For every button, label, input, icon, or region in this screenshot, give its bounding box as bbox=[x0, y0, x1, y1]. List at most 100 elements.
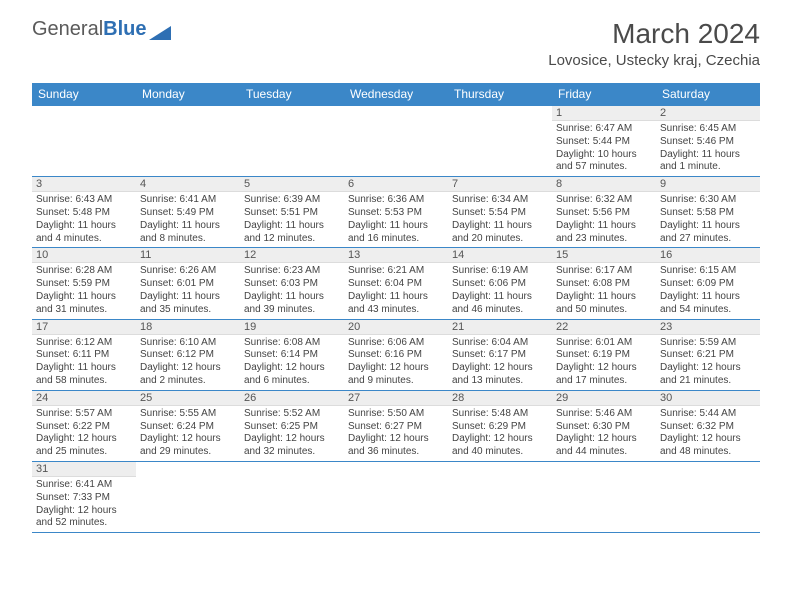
calendar-cell: 21Sunrise: 6:04 AMSunset: 6:17 PMDayligh… bbox=[448, 319, 552, 390]
calendar-cell: 20Sunrise: 6:06 AMSunset: 6:16 PMDayligh… bbox=[344, 319, 448, 390]
day-details: Sunrise: 6:08 AMSunset: 6:14 PMDaylight:… bbox=[240, 335, 344, 390]
day-details: Sunrise: 6:19 AMSunset: 6:06 PMDaylight:… bbox=[448, 263, 552, 318]
calendar-cell: 23Sunrise: 5:59 AMSunset: 6:21 PMDayligh… bbox=[656, 319, 760, 390]
day-number: 26 bbox=[240, 391, 344, 406]
daylight2-line: and 44 minutes. bbox=[556, 446, 652, 459]
daylight2-line: and 9 minutes. bbox=[348, 375, 444, 388]
header: GeneralBlue March 2024 Lovosice, Ustecky… bbox=[0, 0, 792, 77]
day-details: Sunrise: 6:23 AMSunset: 6:03 PMDaylight:… bbox=[240, 263, 344, 318]
day-number: 27 bbox=[344, 391, 448, 406]
sunset-line: Sunset: 6:22 PM bbox=[36, 421, 132, 434]
daylight1-line: Daylight: 11 hours bbox=[36, 291, 132, 304]
sunset-line: Sunset: 5:58 PM bbox=[660, 207, 756, 220]
daylight2-line: and 12 minutes. bbox=[244, 233, 340, 246]
daylight1-line: Daylight: 11 hours bbox=[452, 220, 548, 233]
sunrise-line: Sunrise: 6:28 AM bbox=[36, 265, 132, 278]
calendar-cell: 29Sunrise: 5:46 AMSunset: 6:30 PMDayligh… bbox=[552, 390, 656, 461]
title-block: March 2024 Lovosice, Ustecky kraj, Czech… bbox=[548, 18, 760, 69]
day-header: Sunday bbox=[32, 83, 136, 106]
sunset-line: Sunset: 6:01 PM bbox=[140, 278, 236, 291]
sunset-line: Sunset: 6:27 PM bbox=[348, 421, 444, 434]
day-number: 5 bbox=[240, 177, 344, 192]
calendar-cell bbox=[32, 106, 136, 177]
sunset-line: Sunset: 5:49 PM bbox=[140, 207, 236, 220]
daylight2-line: and 6 minutes. bbox=[244, 375, 340, 388]
daylight1-line: Daylight: 11 hours bbox=[140, 291, 236, 304]
daylight2-line: and 52 minutes. bbox=[36, 517, 132, 530]
day-header: Monday bbox=[136, 83, 240, 106]
sunset-line: Sunset: 6:21 PM bbox=[660, 349, 756, 362]
daylight1-line: Daylight: 12 hours bbox=[244, 433, 340, 446]
calendar-cell: 15Sunrise: 6:17 AMSunset: 6:08 PMDayligh… bbox=[552, 248, 656, 319]
location: Lovosice, Ustecky kraj, Czechia bbox=[548, 52, 760, 69]
calendar-cell: 8Sunrise: 6:32 AMSunset: 5:56 PMDaylight… bbox=[552, 177, 656, 248]
sunset-line: Sunset: 6:04 PM bbox=[348, 278, 444, 291]
day-number: 11 bbox=[136, 248, 240, 263]
daylight2-line: and 40 minutes. bbox=[452, 446, 548, 459]
daylight2-line: and 16 minutes. bbox=[348, 233, 444, 246]
calendar-cell: 19Sunrise: 6:08 AMSunset: 6:14 PMDayligh… bbox=[240, 319, 344, 390]
sunrise-line: Sunrise: 6:45 AM bbox=[660, 123, 756, 136]
day-details: Sunrise: 6:26 AMSunset: 6:01 PMDaylight:… bbox=[136, 263, 240, 318]
day-details: Sunrise: 6:15 AMSunset: 6:09 PMDaylight:… bbox=[656, 263, 760, 318]
daylight1-line: Daylight: 12 hours bbox=[36, 433, 132, 446]
sunrise-line: Sunrise: 6:15 AM bbox=[660, 265, 756, 278]
daylight1-line: Daylight: 10 hours bbox=[556, 149, 652, 162]
sunrise-line: Sunrise: 6:12 AM bbox=[36, 337, 132, 350]
daylight2-line: and 39 minutes. bbox=[244, 304, 340, 317]
calendar-table: SundayMondayTuesdayWednesdayThursdayFrid… bbox=[32, 83, 760, 533]
daylight1-line: Daylight: 11 hours bbox=[348, 220, 444, 233]
calendar-cell: 16Sunrise: 6:15 AMSunset: 6:09 PMDayligh… bbox=[656, 248, 760, 319]
calendar-cell bbox=[552, 461, 656, 532]
daylight2-line: and 36 minutes. bbox=[348, 446, 444, 459]
day-details: Sunrise: 6:30 AMSunset: 5:58 PMDaylight:… bbox=[656, 192, 760, 247]
calendar-cell: 12Sunrise: 6:23 AMSunset: 6:03 PMDayligh… bbox=[240, 248, 344, 319]
sunrise-line: Sunrise: 6:41 AM bbox=[140, 194, 236, 207]
daylight2-line: and 50 minutes. bbox=[556, 304, 652, 317]
calendar-cell bbox=[136, 461, 240, 532]
sunset-line: Sunset: 6:08 PM bbox=[556, 278, 652, 291]
sunset-line: Sunset: 5:46 PM bbox=[660, 136, 756, 149]
daylight1-line: Daylight: 11 hours bbox=[660, 291, 756, 304]
day-details: Sunrise: 6:17 AMSunset: 6:08 PMDaylight:… bbox=[552, 263, 656, 318]
daylight1-line: Daylight: 12 hours bbox=[140, 433, 236, 446]
sunrise-line: Sunrise: 6:47 AM bbox=[556, 123, 652, 136]
calendar-cell: 13Sunrise: 6:21 AMSunset: 6:04 PMDayligh… bbox=[344, 248, 448, 319]
day-number: 19 bbox=[240, 320, 344, 335]
day-details: Sunrise: 6:01 AMSunset: 6:19 PMDaylight:… bbox=[552, 335, 656, 390]
calendar-row: 31Sunrise: 6:41 AMSunset: 7:33 PMDayligh… bbox=[32, 461, 760, 532]
daylight2-line: and 32 minutes. bbox=[244, 446, 340, 459]
day-details: Sunrise: 6:34 AMSunset: 5:54 PMDaylight:… bbox=[448, 192, 552, 247]
day-number: 14 bbox=[448, 248, 552, 263]
sunrise-line: Sunrise: 6:34 AM bbox=[452, 194, 548, 207]
day-number: 31 bbox=[32, 462, 136, 477]
calendar-cell: 3Sunrise: 6:43 AMSunset: 5:48 PMDaylight… bbox=[32, 177, 136, 248]
calendar-cell: 7Sunrise: 6:34 AMSunset: 5:54 PMDaylight… bbox=[448, 177, 552, 248]
sunset-line: Sunset: 5:51 PM bbox=[244, 207, 340, 220]
day-number: 18 bbox=[136, 320, 240, 335]
sunrise-line: Sunrise: 6:17 AM bbox=[556, 265, 652, 278]
sunset-line: Sunset: 6:17 PM bbox=[452, 349, 548, 362]
sunset-line: Sunset: 6:09 PM bbox=[660, 278, 756, 291]
daylight2-line: and 21 minutes. bbox=[660, 375, 756, 388]
day-number: 22 bbox=[552, 320, 656, 335]
daylight2-line: and 13 minutes. bbox=[452, 375, 548, 388]
day-number: 28 bbox=[448, 391, 552, 406]
daylight1-line: Daylight: 12 hours bbox=[140, 362, 236, 375]
calendar-cell bbox=[448, 106, 552, 177]
daylight1-line: Daylight: 12 hours bbox=[452, 362, 548, 375]
sunrise-line: Sunrise: 6:08 AM bbox=[244, 337, 340, 350]
daylight2-line: and 25 minutes. bbox=[36, 446, 132, 459]
daylight1-line: Daylight: 11 hours bbox=[140, 220, 236, 233]
sunrise-line: Sunrise: 6:30 AM bbox=[660, 194, 756, 207]
calendar-cell: 25Sunrise: 5:55 AMSunset: 6:24 PMDayligh… bbox=[136, 390, 240, 461]
daylight2-line: and 23 minutes. bbox=[556, 233, 652, 246]
calendar-cell: 4Sunrise: 6:41 AMSunset: 5:49 PMDaylight… bbox=[136, 177, 240, 248]
calendar-cell: 18Sunrise: 6:10 AMSunset: 6:12 PMDayligh… bbox=[136, 319, 240, 390]
calendar-cell: 11Sunrise: 6:26 AMSunset: 6:01 PMDayligh… bbox=[136, 248, 240, 319]
day-number: 10 bbox=[32, 248, 136, 263]
month-title: March 2024 bbox=[548, 18, 760, 50]
logo: GeneralBlue bbox=[32, 18, 171, 41]
sunrise-line: Sunrise: 6:41 AM bbox=[36, 479, 132, 492]
day-header: Friday bbox=[552, 83, 656, 106]
